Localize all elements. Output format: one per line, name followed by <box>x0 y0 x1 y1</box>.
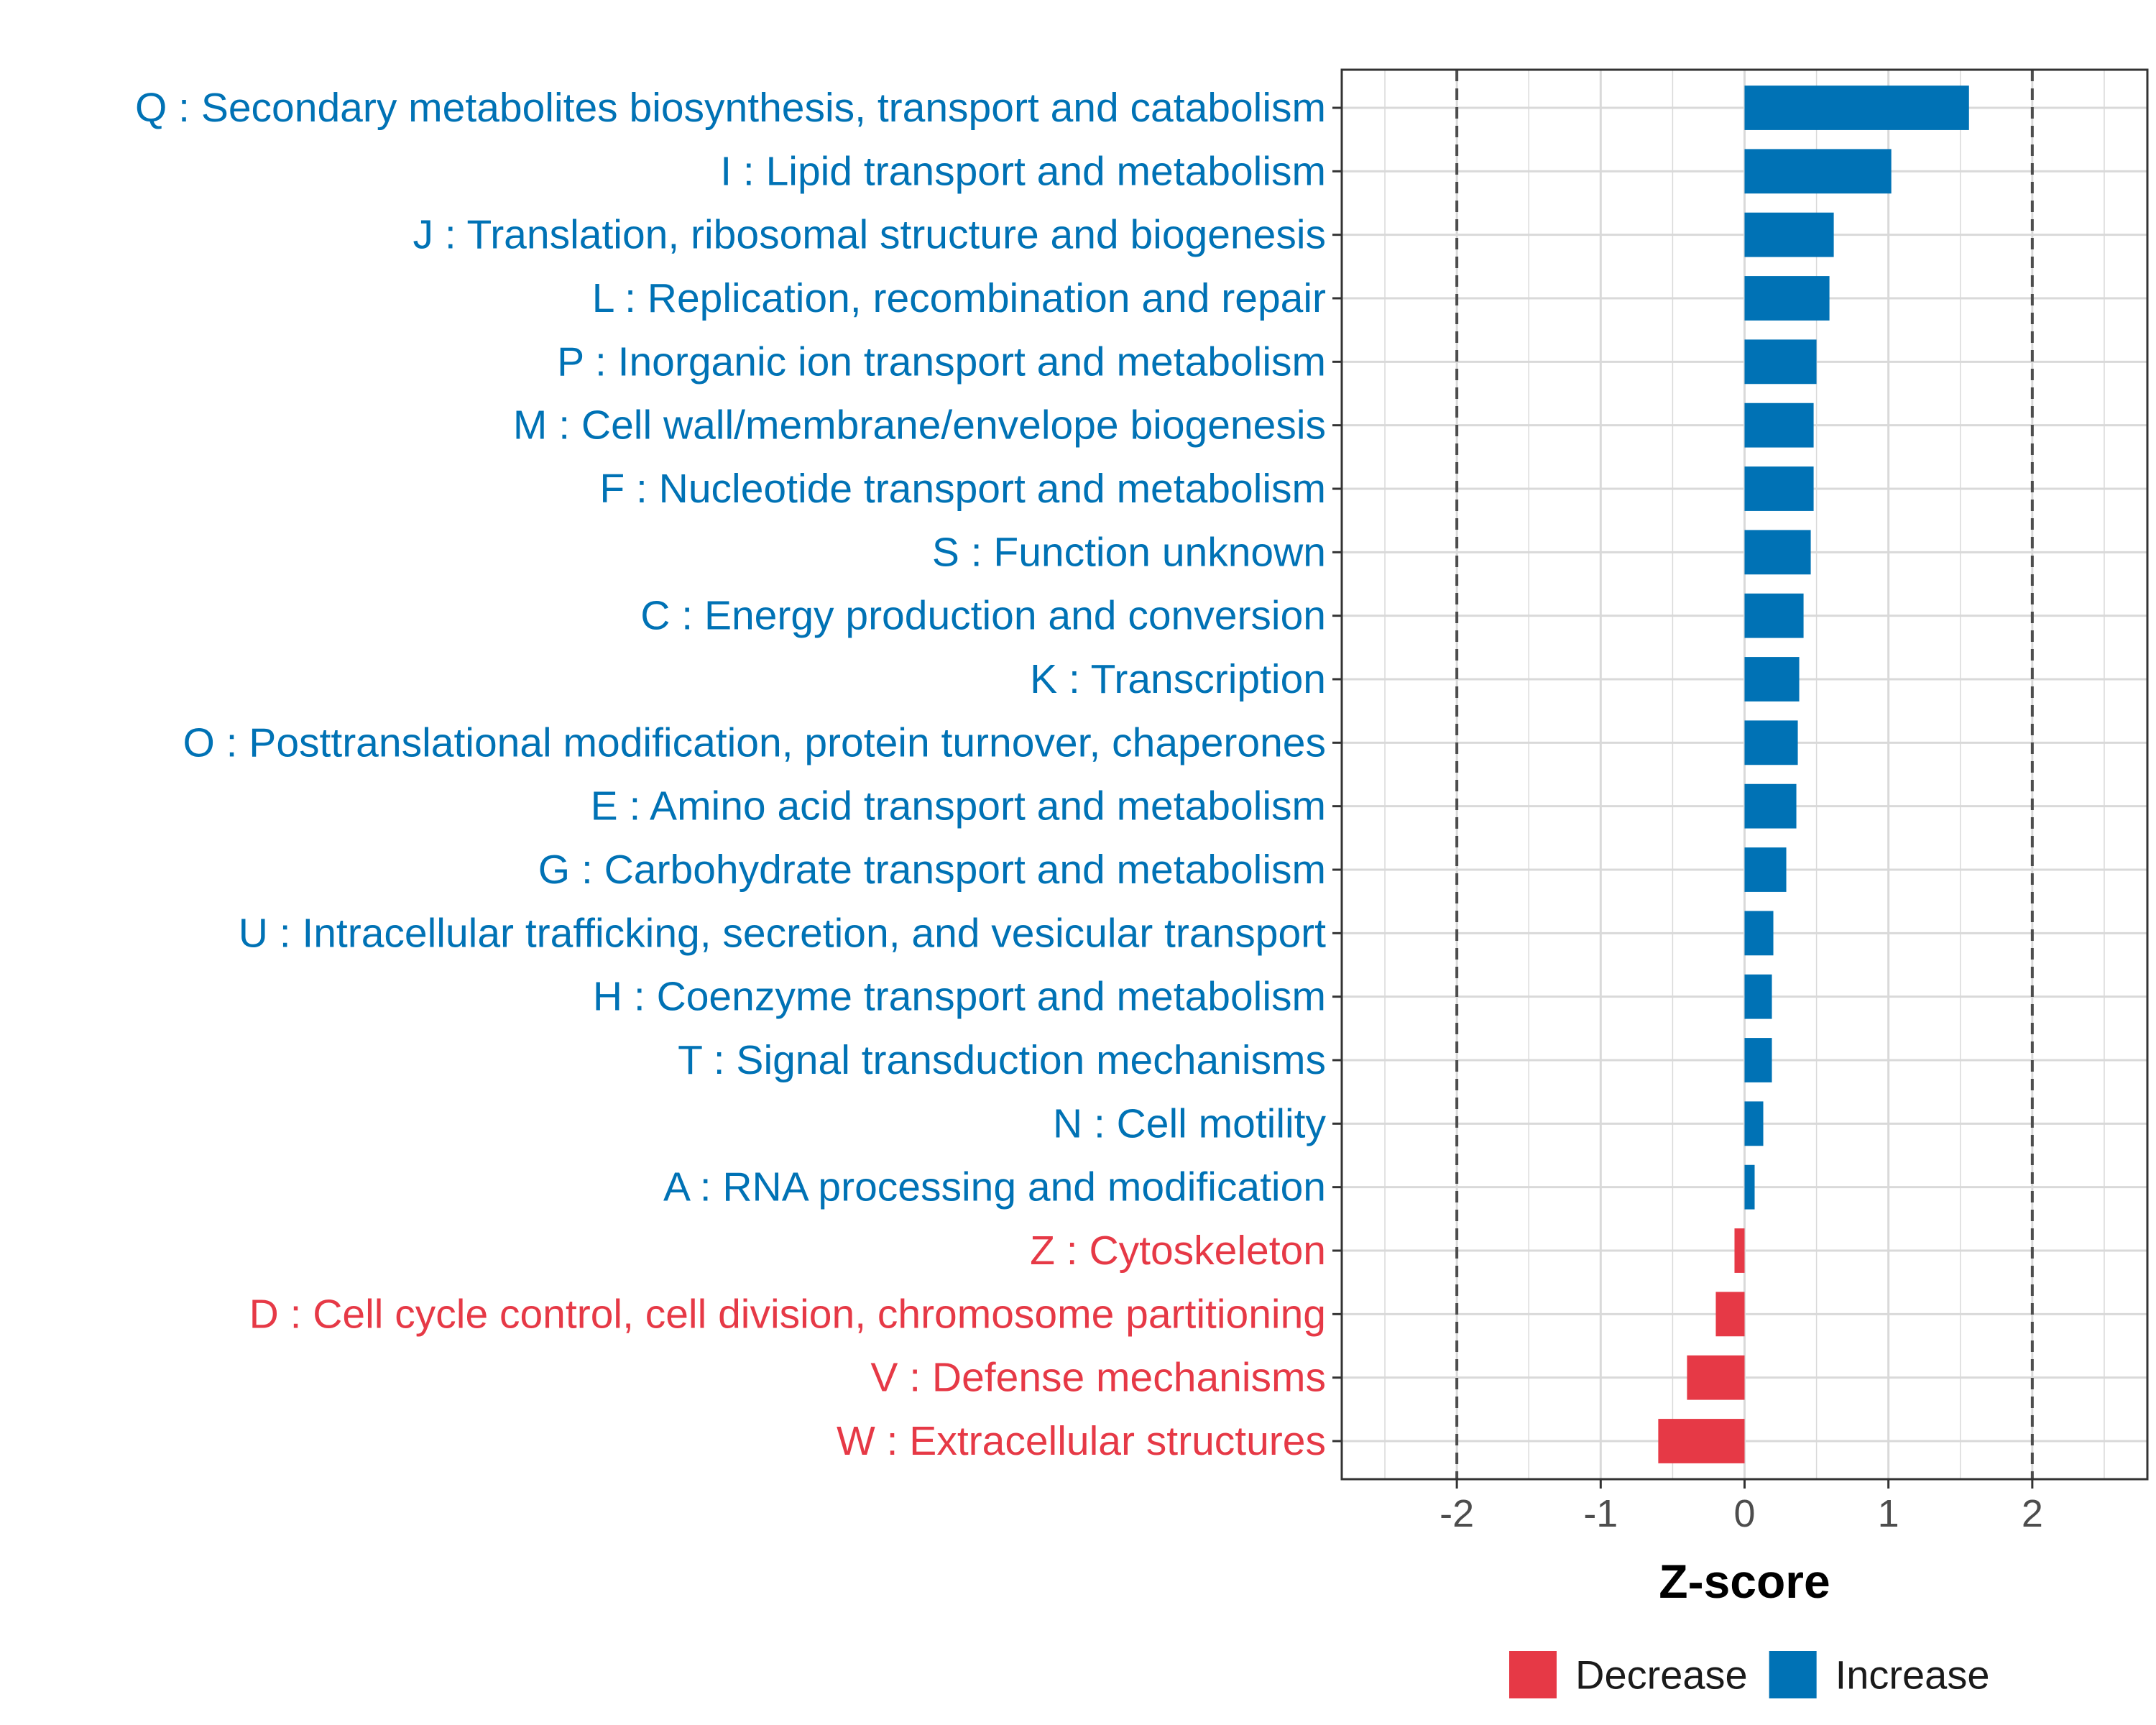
x-axis-title: Z-score <box>1659 1555 1830 1608</box>
bar <box>1744 86 1969 130</box>
category-label: P : Inorganic ion transport and metaboli… <box>557 339 1326 385</box>
category-label: G : Carbohydrate transport and metabolis… <box>538 847 1326 893</box>
bar <box>1658 1419 1745 1463</box>
bar <box>1744 720 1798 765</box>
bar <box>1744 149 1892 194</box>
category-label: T : Signal transduction mechanisms <box>678 1037 1326 1083</box>
category-label: V : Defense mechanisms <box>870 1355 1326 1401</box>
bar <box>1744 339 1817 385</box>
category-label: D : Cell cycle control, cell division, c… <box>249 1291 1326 1337</box>
bar <box>1734 1228 1745 1273</box>
category-label: A : RNA processing and modification <box>663 1164 1326 1210</box>
x-tick-label: 2 <box>2022 1492 2043 1535</box>
x-tick-label: -1 <box>1583 1492 1618 1535</box>
category-label: M : Cell wall/membrane/envelope biogenes… <box>513 402 1326 448</box>
bar <box>1715 1292 1745 1337</box>
bar <box>1744 593 1804 638</box>
bar <box>1744 402 1814 448</box>
y-axis-ticks <box>1332 106 1342 1443</box>
category-label: J : Translation, ribosomal structure and… <box>413 212 1326 258</box>
legend-swatch <box>1769 1651 1817 1698</box>
reference-lines <box>1455 70 2034 1479</box>
bar <box>1687 1355 1745 1400</box>
category-label: C : Energy production and conversion <box>640 593 1326 639</box>
legend-label: Increase <box>1835 1652 1990 1698</box>
x-tick-label: -2 <box>1439 1492 1474 1535</box>
bar <box>1744 911 1774 956</box>
bar <box>1744 1164 1755 1210</box>
bar <box>1744 466 1814 511</box>
category-label: I : Lipid transport and metabolism <box>720 148 1326 194</box>
category-label: N : Cell motility <box>1053 1100 1327 1146</box>
bar <box>1744 847 1787 892</box>
category-label: H : Coenzyme transport and metabolism <box>593 974 1326 1020</box>
category-label: W : Extracellular structures <box>837 1418 1326 1464</box>
bar <box>1744 212 1834 257</box>
bar <box>1744 276 1830 321</box>
bar <box>1744 530 1811 575</box>
bar <box>1744 657 1800 702</box>
category-label: S : Function unknown <box>932 529 1326 575</box>
category-label: U : Intracellular trafficking, secretion… <box>239 910 1326 956</box>
x-axis-ticks: -2 -1 0 1 2 <box>1439 1479 2043 1535</box>
bar <box>1744 783 1797 829</box>
bars <box>1658 86 1969 1463</box>
category-label: F : Nucleotide transport and metabolism <box>599 466 1326 512</box>
category-label: Q : Secondary metabolites biosynthesis, … <box>135 85 1326 131</box>
legend-swatch <box>1509 1651 1557 1698</box>
legend-label: Decrease <box>1575 1652 1748 1698</box>
category-label: E : Amino acid transport and metabolism <box>591 783 1326 829</box>
x-tick-label: 0 <box>1733 1492 1755 1535</box>
category-label: O : Posttranslational modification, prot… <box>183 719 1326 765</box>
bar <box>1744 974 1772 1019</box>
category-label: L : Replication, recombination and repai… <box>592 275 1326 321</box>
bar <box>1744 1101 1764 1146</box>
y-axis-labels: Q : Secondary metabolites biosynthesis, … <box>135 85 1327 1464</box>
category-label: Z : Cytoskeleton <box>1030 1228 1326 1274</box>
legend: Decrease Increase <box>1509 1651 1989 1698</box>
x-tick-label: 1 <box>1878 1492 1899 1535</box>
category-label: K : Transcription <box>1030 656 1326 702</box>
bar <box>1744 1038 1772 1082</box>
